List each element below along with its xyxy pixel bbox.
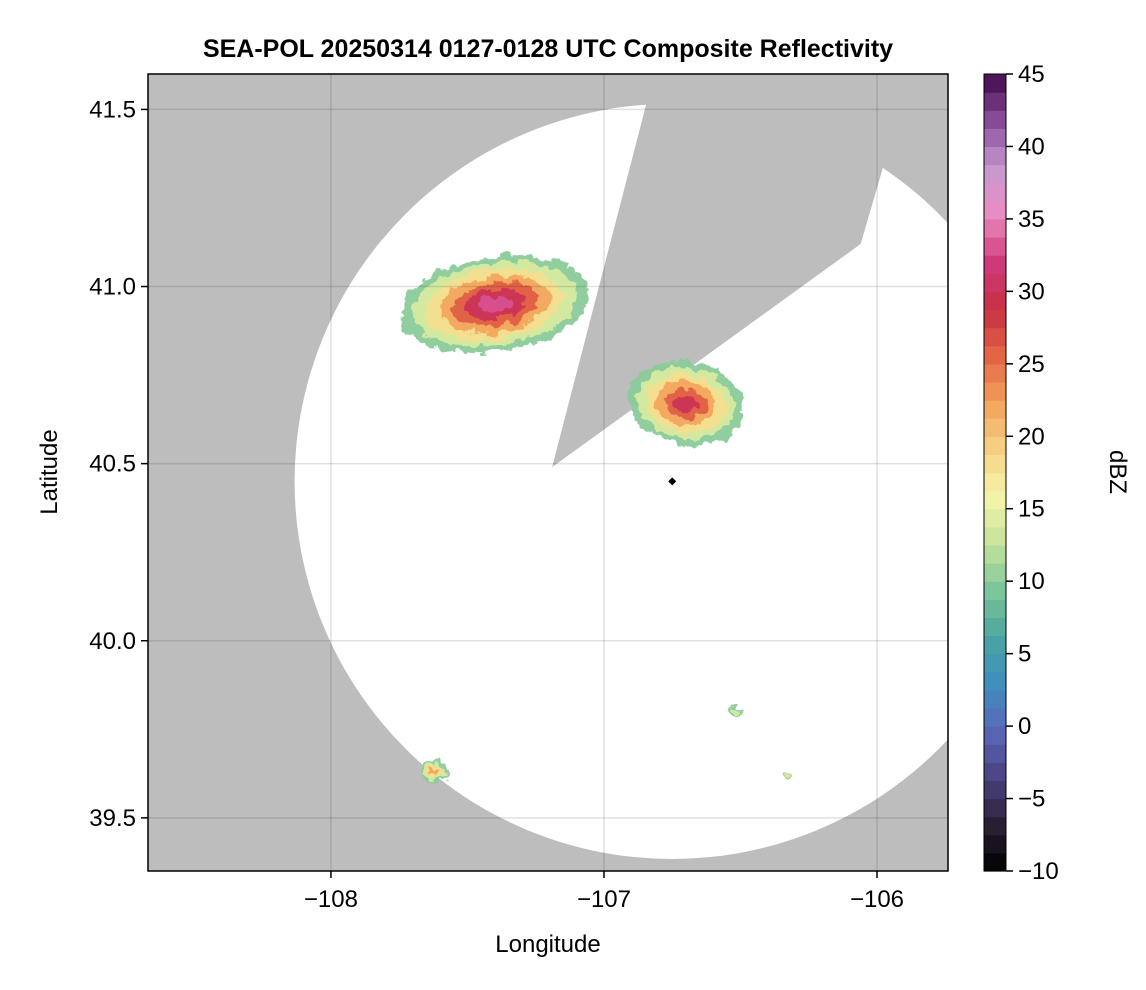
colorbar-band (984, 744, 1006, 763)
y-axis: 39.5 40.0 40.5 41.0 41.5 (89, 96, 148, 832)
echo-contour (730, 708, 740, 715)
colorbar-band (984, 563, 1006, 582)
echo-contour (477, 295, 512, 314)
colorbar-band (984, 544, 1006, 564)
colorbar-tick-label: 20 (1018, 423, 1045, 450)
reflectivity-echoes (400, 254, 791, 783)
colorbar-band (984, 436, 1006, 455)
colorbar-band (984, 472, 1006, 492)
colorbar-tick-label: 5 (1018, 641, 1031, 668)
colorbar-band (984, 74, 1006, 93)
grid-lines (148, 74, 948, 871)
echo-contour (785, 773, 789, 777)
radar-marker (668, 477, 677, 486)
colorbar-band (984, 309, 1006, 329)
colorbar-band (984, 689, 1006, 709)
colorbar-frame (983, 73, 1007, 872)
colorbar-band (984, 707, 1006, 727)
radar-location (668, 477, 677, 486)
colorbar-band (984, 381, 1006, 401)
echo-south-west-cell (422, 760, 447, 783)
chart-title: SEA-POL 20250314 0127-0128 UTC Composite… (203, 35, 893, 63)
colorbar-band (984, 526, 1006, 546)
colorbar-band (984, 635, 1006, 655)
x-axis-label: Longitude (495, 931, 600, 958)
colorbar-tick-label: 30 (1018, 278, 1045, 305)
colorbar-band (984, 291, 1006, 311)
plot-frame (147, 73, 949, 872)
echo-east-cluster (628, 360, 744, 446)
plot-area (148, 74, 948, 871)
colorbar-label: dBZ (1104, 450, 1131, 494)
colorbar-band (984, 581, 1006, 600)
colorbar-band (984, 780, 1006, 800)
x-tick-label: −106 (850, 886, 904, 913)
y-tick-label: 41.5 (89, 96, 136, 123)
colorbar-band (984, 852, 1006, 872)
colorbar-tick-label: 0 (1018, 713, 1031, 740)
x-tick-label: −108 (304, 886, 358, 913)
colorbar-band (984, 599, 1006, 619)
echo-south-east-speck (782, 771, 791, 780)
colorbar-tick-label: 25 (1018, 351, 1045, 378)
colorbar-band (984, 798, 1006, 818)
x-tick-label: −107 (577, 886, 631, 913)
colorbar-band (984, 834, 1006, 854)
colorbar-band (984, 164, 1006, 184)
colorbar-tick-label: 10 (1018, 568, 1045, 595)
colorbar-band (984, 617, 1006, 637)
colorbar-band (984, 400, 1006, 419)
colorbar-band (984, 490, 1006, 510)
colorbar-band (984, 726, 1006, 745)
colorbar-tick-label: 45 (1018, 61, 1045, 88)
colorbar-band (984, 200, 1006, 220)
colorbar-band (984, 146, 1006, 166)
x-axis: −108 −107 −106 (304, 871, 904, 913)
colorbar-band (984, 653, 1006, 673)
colorbar-band (984, 816, 1006, 836)
colorbar-tick-label: 15 (1018, 496, 1045, 523)
colorbar-band (984, 110, 1006, 129)
colorbar-band (984, 454, 1006, 474)
colorbar-band (984, 218, 1006, 238)
colorbar-band (984, 237, 1006, 256)
colorbar-tick-label: 40 (1018, 133, 1045, 160)
colorbar-band (984, 671, 1006, 691)
colorbar-band (984, 327, 1006, 347)
colorbar-band (984, 363, 1006, 383)
blocked-sector (552, 74, 911, 468)
colorbar-tick-label: −5 (1018, 786, 1045, 813)
colorbar-tick-label: −10 (1018, 858, 1059, 885)
colorbar-band (984, 182, 1006, 202)
colorbar-band (984, 418, 1006, 437)
colorbar-band (984, 273, 1006, 292)
colorbar-band (984, 762, 1006, 782)
colorbar-band (984, 508, 1006, 528)
colorbar-band (984, 128, 1006, 148)
y-axis-label: Latitude (36, 429, 63, 514)
colorbar-band (984, 255, 1006, 274)
colorbar: −10 −5 0 5 10 15 20 25 30 35 40 45 (983, 61, 1059, 885)
echo-contour (431, 768, 439, 776)
y-tick-label: 40.0 (89, 628, 136, 655)
colorbar-tick-label: 35 (1018, 206, 1045, 233)
echo-north-cluster (400, 254, 590, 354)
y-tick-label: 39.5 (89, 805, 136, 832)
colorbar-band (984, 92, 1006, 111)
y-tick-label: 41.0 (89, 274, 136, 301)
colorbar-band (984, 345, 1006, 365)
echo-contour (674, 394, 698, 413)
y-tick-label: 40.5 (89, 451, 136, 478)
echo-south-east-cell (726, 706, 744, 717)
